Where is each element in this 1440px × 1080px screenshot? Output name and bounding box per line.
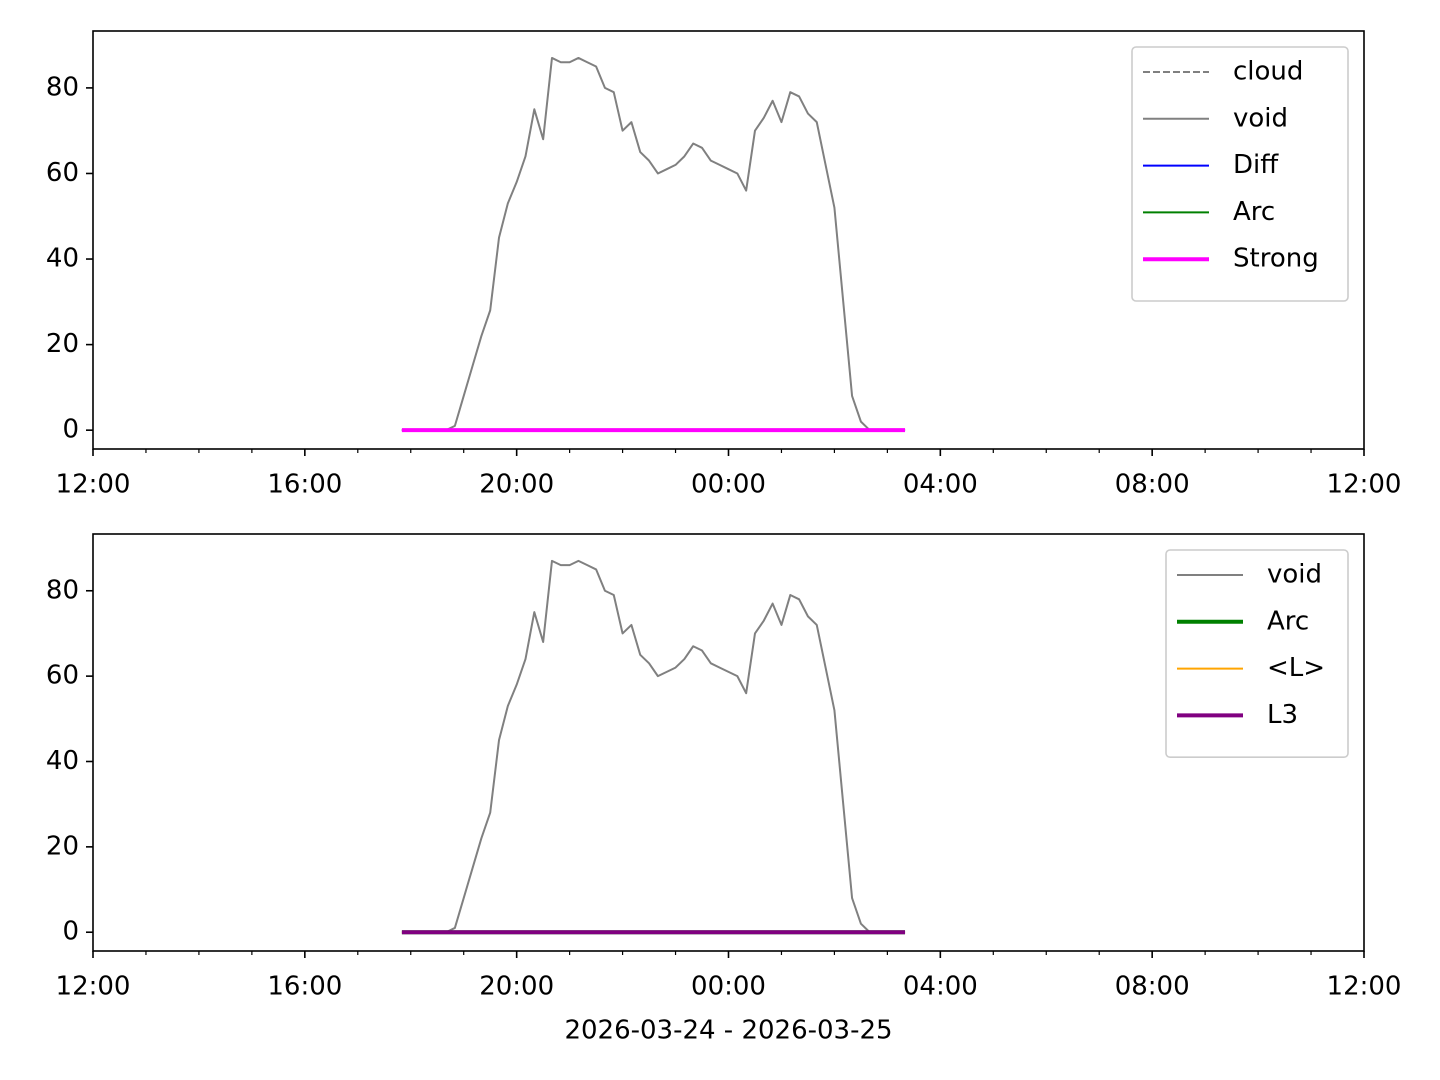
y-tick-label: 60 (46, 661, 79, 691)
x-tick-label: 16:00 (267, 470, 342, 500)
legend-label: Arc (1267, 606, 1309, 636)
x-tick-label: 20:00 (479, 470, 554, 500)
legend-label: void (1233, 103, 1288, 133)
x-axis-label: 2026-03-24 - 2026-03-25 (564, 1016, 892, 1046)
x-tick-label: 08:00 (1115, 470, 1190, 500)
y-tick-label: 60 (46, 158, 79, 188)
series-line (401, 559, 906, 934)
y-tick-label: 40 (46, 746, 79, 776)
x-tick-label: 20:00 (479, 972, 554, 1002)
y-tick-label: 80 (46, 575, 79, 605)
y-tick-label: 0 (62, 917, 79, 947)
legend-label: Strong (1233, 244, 1319, 274)
y-tick-label: 20 (46, 831, 79, 861)
x-tick-label: 12:00 (1327, 972, 1402, 1002)
x-tick-label: 04:00 (903, 470, 978, 500)
axes-frame (92, 533, 1365, 952)
legend-label: cloud (1233, 57, 1303, 87)
y-tick-label: 20 (46, 329, 79, 359)
axes-frame (92, 30, 1365, 450)
x-tick-label: 00:00 (691, 470, 766, 500)
x-tick-label: 04:00 (903, 972, 978, 1002)
y-tick-label: 40 (46, 244, 79, 274)
x-tick-label: 12:00 (1327, 470, 1402, 500)
legend-label: <L> (1267, 653, 1325, 683)
legend-label: void (1267, 560, 1322, 590)
y-tick-label: 0 (62, 415, 79, 445)
x-tick-label: 12:00 (56, 972, 131, 1002)
legend-label: Diff (1233, 150, 1279, 180)
x-tick-label: 12:00 (56, 470, 131, 500)
y-tick-label: 80 (46, 72, 79, 102)
legend-box (1165, 549, 1349, 758)
legend-label: Arc (1233, 197, 1275, 227)
x-tick-label: 00:00 (691, 972, 766, 1002)
x-tick-label: 16:00 (267, 972, 342, 1002)
series-line (401, 56, 906, 432)
legend-label: L3 (1267, 700, 1298, 730)
legend-box (1131, 46, 1349, 302)
x-tick-label: 08:00 (1115, 972, 1190, 1002)
